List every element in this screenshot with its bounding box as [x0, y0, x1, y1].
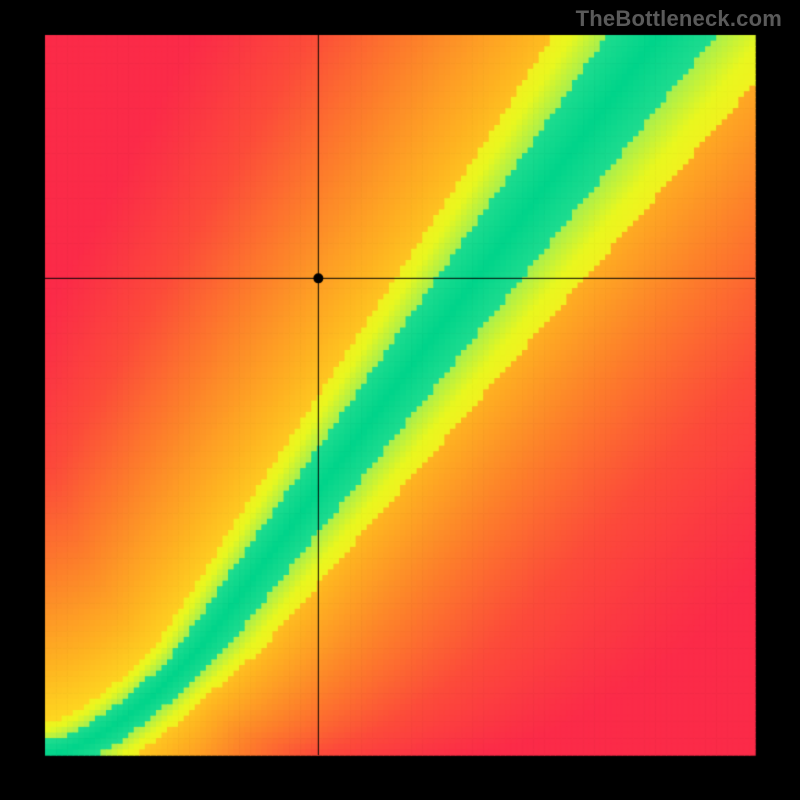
- chart-container: TheBottleneck.com: [0, 0, 800, 800]
- heatmap-canvas: [0, 0, 800, 800]
- watermark-text: TheBottleneck.com: [576, 6, 782, 32]
